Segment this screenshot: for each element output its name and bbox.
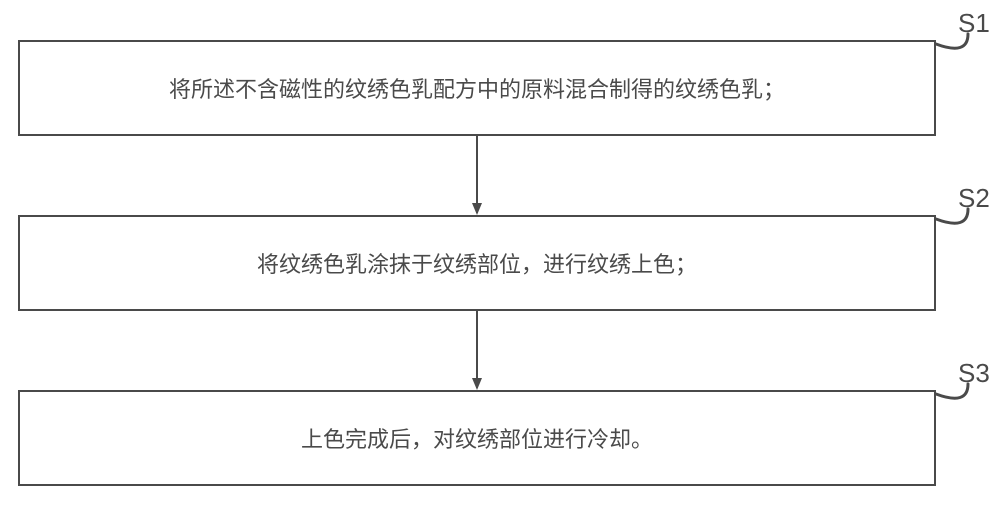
step-label-s1: S1: [958, 8, 990, 39]
step-label-s1-text: S1: [958, 8, 990, 38]
flowchart-canvas: 将所述不含磁性的纹绣色乳配方中的原料混合制得的纹绣色乳； 将纹绣色乳涂抹于纹绣部…: [0, 0, 1000, 526]
step-box-s1: 将所述不含磁性的纹绣色乳配方中的原料混合制得的纹绣色乳；: [18, 40, 936, 136]
step-text-s1: 将所述不含磁性的纹绣色乳配方中的原料混合制得的纹绣色乳；: [169, 72, 785, 104]
step-label-s2: S2: [958, 183, 990, 214]
step-label-s3: S3: [958, 358, 990, 389]
step-box-s3: 上色完成后，对纹绣部位进行冷却。: [18, 390, 936, 486]
step-label-s2-text: S2: [958, 183, 990, 213]
step-text-s3: 上色完成后，对纹绣部位进行冷却。: [301, 422, 653, 454]
step-box-s2: 将纹绣色乳涂抹于纹绣部位，进行纹绣上色；: [18, 215, 936, 311]
step-label-s3-text: S3: [958, 358, 990, 388]
step-text-s2: 将纹绣色乳涂抹于纹绣部位，进行纹绣上色；: [257, 247, 697, 279]
